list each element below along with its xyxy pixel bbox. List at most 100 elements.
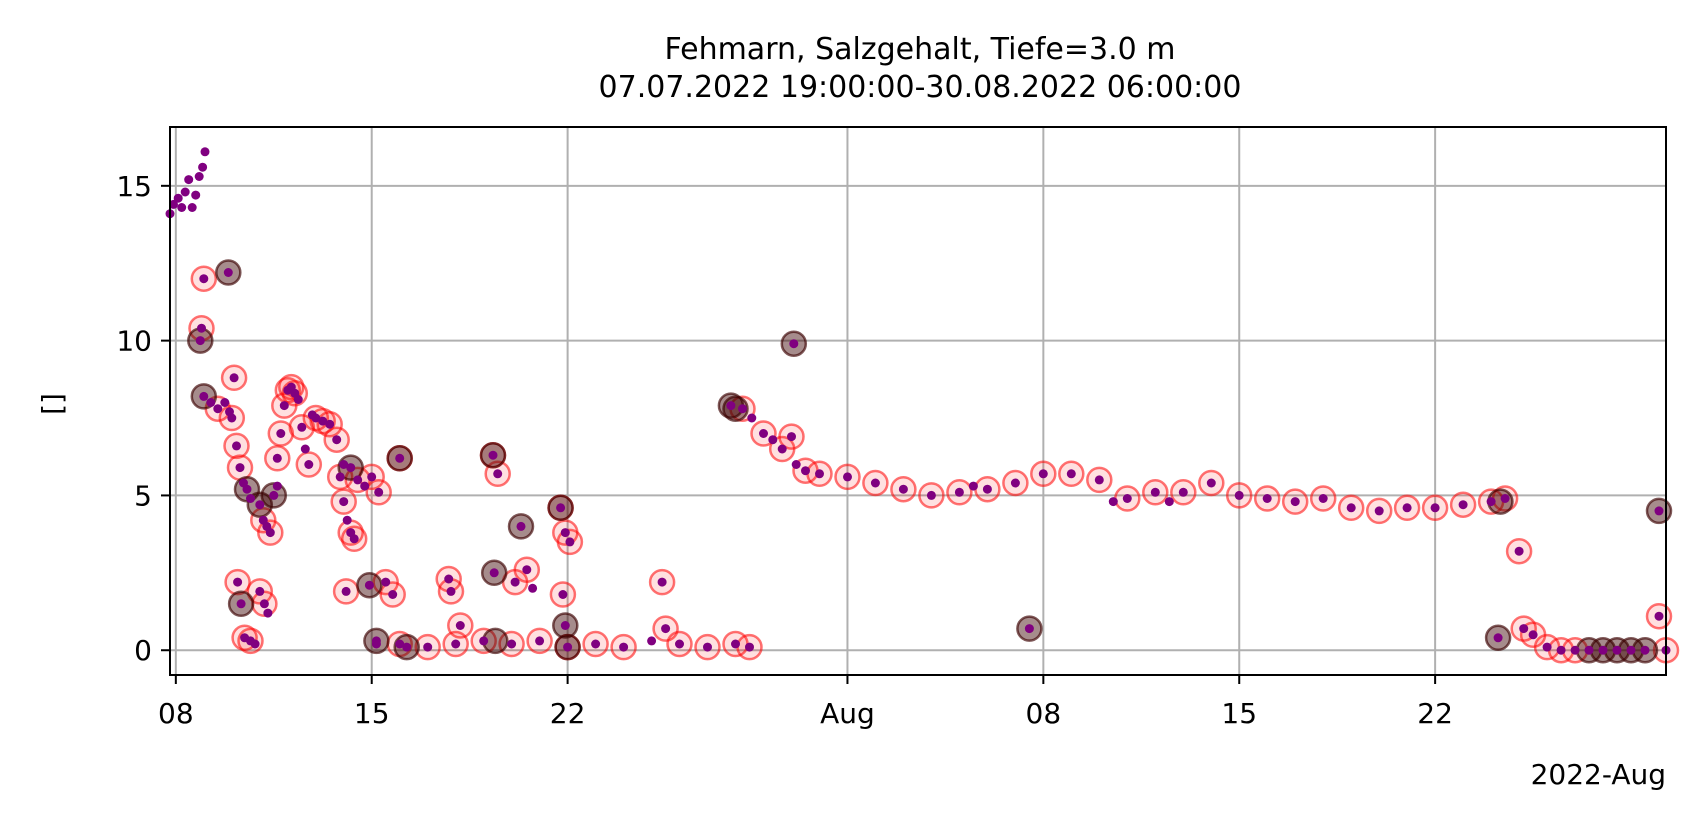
measurement-point-135 (1234, 490, 1244, 500)
measurement-point-101 (661, 624, 671, 634)
y-tick-label-0: 0 (134, 634, 152, 667)
measurement-point-102 (675, 639, 684, 649)
measurement-point-10 (200, 147, 210, 157)
measurement-point-92 (423, 642, 433, 652)
measurement-point-7 (191, 190, 201, 200)
measurement-point-54 (325, 419, 335, 429)
measurement-point-27 (233, 577, 243, 587)
flag-red-series (188, 265, 1680, 664)
measurement-point-83 (528, 583, 538, 593)
measurement-point-103 (703, 642, 712, 652)
measurement-point-108 (747, 413, 757, 423)
measurement-point-89 (657, 577, 667, 587)
x-tick-label-6: 22 (1417, 697, 1453, 730)
measurement-point-153 (1584, 645, 1594, 655)
measurement-point-107 (738, 404, 747, 414)
measurement-point-14 (199, 391, 209, 401)
measurement-point-17 (220, 398, 230, 407)
measurement-point-131 (1150, 487, 1160, 497)
measurement-point-6 (187, 203, 197, 212)
measurement-point-74 (444, 574, 454, 584)
measurement-point-13 (195, 336, 205, 346)
measurement-point-8 (194, 172, 204, 181)
measurement-point-42 (276, 429, 286, 438)
measurement-point-58 (339, 497, 349, 507)
measurement-point-91 (395, 639, 405, 649)
measurement-point-52 (311, 413, 321, 423)
measurement-point-40 (272, 481, 282, 491)
measurement-point-97 (563, 642, 573, 652)
measurement-point-16 (213, 404, 223, 414)
measurement-point-66 (367, 472, 377, 482)
measurement-point-127 (1066, 469, 1076, 479)
measurement-point-28 (236, 599, 246, 609)
measurement-point-148 (1519, 624, 1529, 634)
measurement-point-144 (1486, 497, 1496, 507)
measurement-point-87 (558, 590, 568, 599)
measurement-point-95 (507, 639, 517, 649)
y-tick-label-1: 5 (134, 479, 152, 512)
measurement-point-159 (1654, 611, 1664, 621)
measurement-point-94 (479, 636, 489, 646)
measurement-point-90 (371, 639, 381, 649)
measurement-point-139 (1346, 503, 1356, 513)
measurement-point-72 (395, 453, 405, 463)
measurement-point-104 (731, 639, 740, 649)
measurement-point-114 (801, 466, 810, 476)
x-offset-label: 2022-Aug (1531, 758, 1666, 791)
measurement-point-22 (232, 441, 241, 451)
measurement-point-68 (364, 580, 374, 590)
measurement-point-125 (1024, 624, 1034, 634)
flag-dark-series (187, 259, 1673, 664)
measurement-point-15 (206, 398, 216, 407)
measurement-point-2 (173, 193, 183, 203)
measurement-point-115 (789, 339, 799, 349)
measurement-point-11 (199, 274, 209, 284)
measurement-point-20 (223, 268, 233, 277)
measurement-point-19 (227, 413, 237, 423)
measurement-point-38 (265, 528, 275, 538)
measurement-point-151 (1556, 645, 1566, 655)
measurement-point-82 (522, 565, 532, 575)
measurement-point-122 (968, 481, 978, 491)
measurement-point-57 (335, 472, 345, 482)
measurement-point-123 (982, 484, 992, 494)
x-tick-label-2: 22 (550, 697, 586, 730)
measurement-point-143 (1458, 500, 1468, 510)
measurement-point-23 (235, 463, 245, 473)
x-tick-label-1: 15 (354, 697, 390, 730)
measurement-point-149 (1528, 630, 1538, 640)
measurement-point-157 (1640, 645, 1650, 655)
measurement-point-64 (353, 475, 363, 485)
y-axis: 0 5 10 15 (116, 170, 170, 667)
measurement-point-99 (619, 642, 629, 652)
measurement-point-96 (535, 636, 545, 646)
measurement-point-128 (1094, 475, 1104, 485)
measurement-point-5 (184, 175, 194, 185)
measurement-point-3 (177, 203, 187, 212)
measurement-point-138 (1318, 494, 1328, 503)
measurement-point-93 (451, 639, 461, 649)
measurement-point-129 (1108, 497, 1118, 507)
measurement-point-47 (293, 395, 303, 404)
measurement-point-121 (954, 487, 964, 497)
measurement-point-106 (726, 401, 736, 411)
measurement-point-109 (759, 429, 768, 438)
measurement-point-142 (1430, 503, 1440, 513)
measurement-point-130 (1122, 494, 1132, 503)
measurement-point-59 (342, 515, 352, 525)
chart-title: Fehmarn, Salzgehalt, Tiefe=3.0 m (665, 32, 1176, 67)
measurement-point-132 (1164, 497, 1174, 507)
measurement-point-145 (1500, 494, 1510, 503)
measurement-point-80 (510, 577, 520, 587)
plot-frame (169, 126, 1667, 676)
measurement-point-43 (279, 401, 289, 411)
measurement-point-136 (1262, 494, 1272, 503)
measurement-point-9 (198, 162, 208, 172)
measurement-point-158 (1654, 506, 1664, 516)
measurement-point-113 (791, 460, 801, 469)
measurement-point-4 (180, 187, 190, 197)
measurement-point-124 (1010, 478, 1020, 488)
measurement-point-50 (304, 460, 314, 469)
